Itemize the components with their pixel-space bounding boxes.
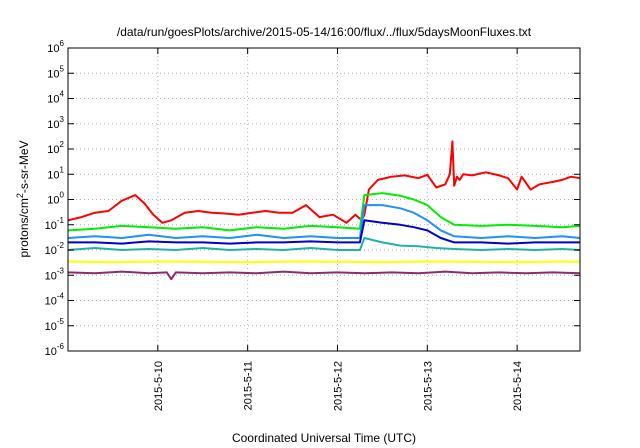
- x-tick-label: 2015-5-14: [512, 361, 524, 411]
- y-axis-title-part: protons/cm: [17, 198, 31, 257]
- y-tick-label: 101: [47, 165, 64, 181]
- series-line-6: [67, 260, 581, 264]
- series-line-2: [67, 192, 581, 232]
- y-tick-label: 103: [47, 115, 64, 131]
- series-layer: [67, 140, 581, 281]
- y-tick-label: 10-6: [45, 342, 65, 358]
- y-tick-label: 100: [47, 191, 64, 207]
- x-tick-label: 2015-5-13: [422, 361, 434, 411]
- y-tick-label: 104: [47, 90, 64, 106]
- x-tick-label: 2015-5-10: [153, 361, 165, 411]
- x-axis-title: Coordinated Universal Time (UTC): [232, 431, 416, 445]
- x-axis: 2015-5-10 2015-5-11 2015-5-12 2015-5-13 2015…: [153, 48, 524, 411]
- y-tick-label: 10-1: [45, 216, 65, 232]
- series-line-5: [67, 237, 581, 251]
- y-axis-title-exponent: 2: [15, 193, 25, 198]
- y-axis-title-part: -s-sr-MeV: [17, 140, 31, 193]
- y-tick-label: 102: [47, 140, 64, 156]
- y-axis: 10-6 10-5 10-4 10-3 10-2 10-1 100 101 102 103 104 1…: [45, 39, 580, 358]
- series-line-1: [67, 140, 581, 224]
- y-tick-label: 10-5: [45, 317, 65, 333]
- series-line-3: [67, 204, 581, 239]
- chart-title: /data/run/goesPlots/archive/2015-05-14/1…: [117, 25, 532, 39]
- grid: [68, 48, 580, 351]
- x-tick-label: 2015-5-11: [243, 361, 255, 410]
- y-tick-label: 10-2: [45, 241, 65, 257]
- y-tick-label: 10-3: [45, 266, 65, 282]
- y-tick-label: 105: [47, 64, 64, 80]
- x-tick-label: 2015-5-12: [332, 361, 344, 411]
- y-tick-label: 10-4: [45, 292, 65, 308]
- series-line-4: [68, 219, 580, 245]
- series-line-7: [67, 270, 581, 281]
- y-tick-label: 106: [47, 39, 64, 55]
- y-axis-title: protons/cm2-s-sr-MeV: [15, 140, 31, 257]
